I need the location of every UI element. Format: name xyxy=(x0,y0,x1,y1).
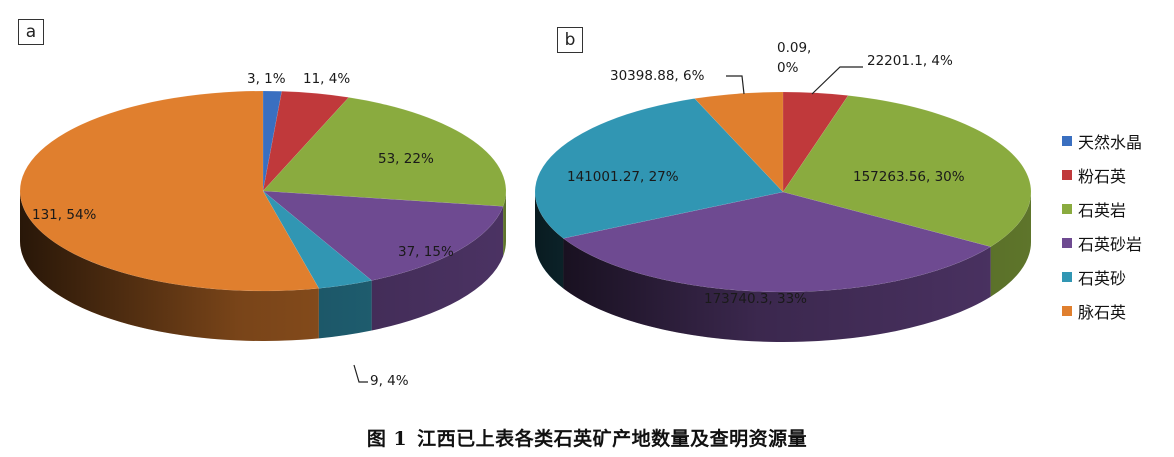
figure-caption: 图 1 江西已上表各类石英矿产地数量及查明资源量 xyxy=(0,424,1174,451)
data-label: 3, 1% xyxy=(247,71,286,87)
legend-label: 石英砂 xyxy=(1078,269,1127,288)
legend-label: 天然水晶 xyxy=(1078,133,1143,152)
legend-item-vein-quartz: 脉石英 xyxy=(1062,294,1142,328)
pie-slice-2 xyxy=(262,97,507,207)
pie-slice-5 xyxy=(19,90,320,292)
pie-charts-canvas: 3, 1% 11, 4% 53, 22% 37, 15% 9, 4% 131, 54% 0… xyxy=(19,40,1032,389)
legend-swatch-icon xyxy=(1062,272,1072,282)
legend-item-quartz-sandstone: 石英砂岩 xyxy=(1062,226,1142,260)
legend-swatch-icon xyxy=(1062,306,1072,316)
figure-caption-text: 江西已上表各类石英矿产地数量及查明资源量 xyxy=(417,428,808,450)
pie-slice-0 xyxy=(262,90,283,192)
legend-swatch-icon xyxy=(1062,204,1072,214)
panel-label-a: a xyxy=(18,19,44,45)
data-label: 9, 4% xyxy=(370,373,409,389)
pie-slice-5 xyxy=(694,91,784,193)
legend: 天然水晶 粉石英 石英岩 石英砂岩 石英砂 脉石英 xyxy=(1062,124,1142,328)
data-label: 0% xyxy=(777,60,799,76)
legend-swatch-icon xyxy=(1062,238,1072,248)
data-label: 157263.56, 30% xyxy=(853,169,965,185)
legend-swatch-icon xyxy=(1062,170,1072,180)
data-label: 53, 22% xyxy=(378,151,434,167)
data-label: 131, 54% xyxy=(32,207,97,223)
figure-number: 图 1 xyxy=(366,428,408,450)
pie-slice-1 xyxy=(262,91,350,192)
pie-chart-b: 0.09, 0% 22201.1, 4% 157263.56, 30% 173740.3… xyxy=(534,40,1032,342)
data-label: 30398.88, 6% xyxy=(610,68,705,84)
legend-item-natural-crystal: 天然水晶 xyxy=(1062,124,1142,158)
legend-label: 脉石英 xyxy=(1078,303,1127,322)
legend-item-powder-quartz: 粉石英 xyxy=(1062,158,1142,192)
pie-slice-3 xyxy=(262,190,504,281)
data-label: 22201.1, 4% xyxy=(867,53,953,69)
pie-chart-a: 3, 1% 11, 4% 53, 22% 37, 15% 9, 4% 131, 54% xyxy=(19,71,507,389)
legend-swatch-icon xyxy=(1062,136,1072,146)
legend-item-quartz-sand: 石英砂 xyxy=(1062,260,1142,294)
data-label: 11, 4% xyxy=(303,71,350,87)
legend-item-quartzite: 石英岩 xyxy=(1062,192,1142,226)
pie-slice-1 xyxy=(782,91,849,193)
pie-slice-4 xyxy=(534,98,784,239)
pie-slice-4 xyxy=(262,190,373,289)
panel-label-b: b xyxy=(557,27,583,53)
data-label: 0.09, xyxy=(777,40,811,56)
pie-slice-3 xyxy=(562,191,992,293)
pie-slice-2 xyxy=(782,95,1032,247)
data-label: 173740.3, 33% xyxy=(704,291,807,307)
legend-label: 石英砂岩 xyxy=(1078,235,1143,254)
data-label: 37, 15% xyxy=(398,244,454,260)
legend-label: 粉石英 xyxy=(1078,167,1127,186)
legend-label: 石英岩 xyxy=(1078,201,1127,220)
data-label: 141001.27, 27% xyxy=(567,169,679,185)
